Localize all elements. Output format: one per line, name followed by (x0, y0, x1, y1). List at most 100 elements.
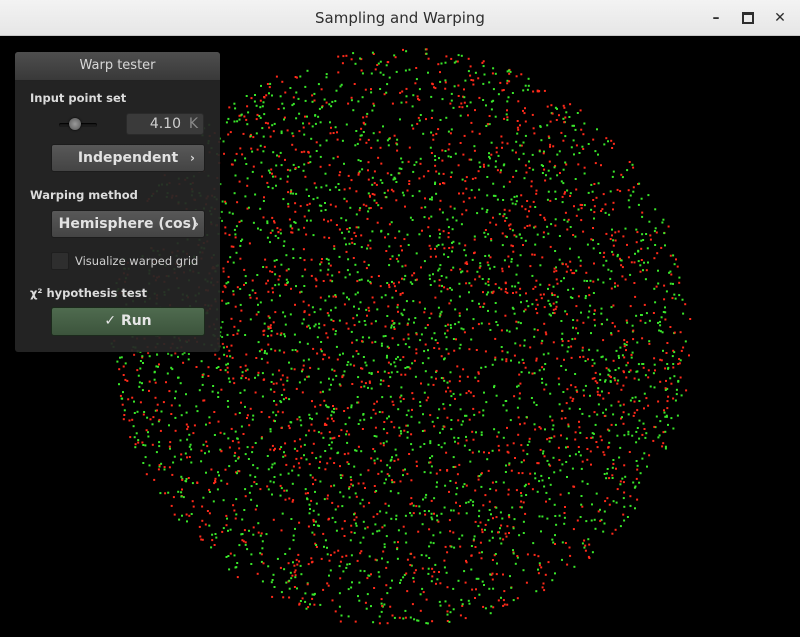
sample-point (401, 249, 403, 252)
sample-point (564, 542, 567, 544)
sample-point (244, 369, 247, 372)
sample-point (472, 407, 475, 410)
sample-point (270, 334, 273, 337)
sample-point (435, 132, 438, 135)
sample-point (610, 306, 613, 309)
visualize-grid-checkbox[interactable] (51, 252, 69, 270)
sample-point (270, 348, 273, 351)
sample-point (298, 416, 301, 419)
minimize-icon[interactable]: – (712, 10, 720, 26)
sample-point (329, 188, 332, 191)
sample-point (239, 288, 242, 290)
slider-knob-icon[interactable] (69, 118, 81, 130)
sample-point (673, 375, 676, 378)
sample-point (663, 284, 666, 287)
sample-point (439, 312, 442, 315)
sample-point (328, 559, 331, 562)
sample-point (574, 178, 577, 180)
sampler-type-button[interactable]: Independent › (51, 144, 205, 172)
sample-point (417, 116, 420, 119)
maximize-icon[interactable] (738, 8, 758, 28)
sample-point (315, 186, 318, 189)
warping-method-button[interactable]: Hemisphere (cos) › (51, 210, 205, 238)
sample-point (288, 398, 291, 401)
sample-point (433, 570, 436, 573)
sample-point (440, 290, 443, 293)
sample-point (391, 280, 393, 283)
sample-point (502, 604, 505, 607)
sample-point (366, 526, 369, 529)
sample-point (515, 169, 518, 172)
sample-point (503, 163, 506, 166)
sample-point (122, 418, 125, 421)
sample-point (611, 175, 614, 178)
sample-point (604, 379, 607, 382)
sample-point (187, 477, 190, 479)
sample-point (426, 324, 429, 326)
sample-point (251, 279, 254, 282)
sample-point (238, 114, 241, 117)
sample-point (486, 176, 489, 178)
sample-point (619, 257, 621, 260)
sample-point (597, 182, 600, 185)
sample-point (682, 346, 685, 349)
sample-point (280, 130, 283, 133)
sample-point (320, 186, 323, 189)
sample-point (470, 79, 473, 81)
sample-point (579, 259, 582, 262)
panel-title[interactable]: Warp tester (15, 52, 220, 81)
sample-point (164, 492, 167, 495)
sample-point (170, 413, 173, 415)
sample-point (569, 247, 571, 250)
sample-point (277, 108, 280, 110)
sample-point (447, 148, 450, 151)
sample-point (395, 199, 398, 202)
sample-point (544, 573, 547, 576)
sample-point (387, 346, 390, 349)
sample-point (610, 404, 613, 407)
sample-point (569, 396, 572, 399)
sample-point (296, 563, 299, 566)
close-icon[interactable]: ✕ (774, 10, 786, 26)
sample-point (451, 246, 454, 249)
sample-point (309, 417, 312, 420)
sample-point (221, 290, 224, 293)
warp-tester-panel[interactable]: Warp tester Input point set 4.10 K Indep… (15, 52, 220, 352)
sample-point (595, 196, 598, 199)
sample-point (326, 405, 329, 408)
sample-point (401, 292, 404, 295)
sample-point (394, 365, 397, 368)
sample-point (582, 133, 585, 136)
sample-point (289, 169, 292, 172)
point-count-field[interactable]: 4.10 K (126, 113, 204, 135)
point-cloud-plot[interactable] (0, 36, 800, 637)
sample-point (339, 620, 342, 623)
sample-point (529, 205, 532, 208)
sample-point (539, 448, 542, 451)
sample-point (522, 520, 525, 523)
sample-point (564, 211, 567, 214)
run-button[interactable]: ✓ Run (51, 307, 205, 336)
sample-point (335, 224, 338, 226)
sample-point (558, 150, 561, 153)
sample-point (622, 422, 625, 425)
sample-point (309, 603, 311, 606)
sample-point (284, 91, 287, 94)
sample-point (185, 423, 188, 426)
sample-point (300, 290, 303, 293)
sample-point (306, 325, 309, 328)
sample-point (340, 614, 343, 617)
sample-point (488, 451, 490, 454)
sample-point (307, 151, 310, 154)
sample-point (575, 214, 578, 217)
sample-point (354, 263, 357, 266)
sample-point (657, 282, 660, 285)
sample-point (269, 241, 271, 244)
sample-point (561, 344, 564, 347)
sample-point (577, 256, 580, 259)
sample-point (283, 116, 286, 119)
sample-point (342, 570, 345, 573)
sample-point (219, 431, 222, 434)
sample-point (324, 423, 327, 426)
sample-point (394, 236, 397, 239)
